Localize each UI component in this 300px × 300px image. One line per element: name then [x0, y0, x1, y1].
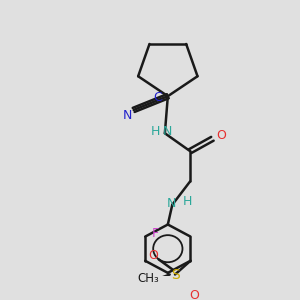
Text: N: N: [167, 197, 176, 210]
Text: F: F: [152, 227, 159, 240]
Text: C: C: [153, 91, 162, 103]
Text: O: O: [189, 289, 199, 300]
Text: H: H: [183, 195, 192, 208]
Text: N: N: [122, 109, 132, 122]
Text: S: S: [171, 268, 179, 281]
Text: O: O: [148, 249, 158, 262]
Text: N: N: [163, 125, 172, 138]
Text: CH₃: CH₃: [137, 272, 159, 285]
Text: H: H: [151, 125, 160, 138]
Text: O: O: [216, 129, 226, 142]
